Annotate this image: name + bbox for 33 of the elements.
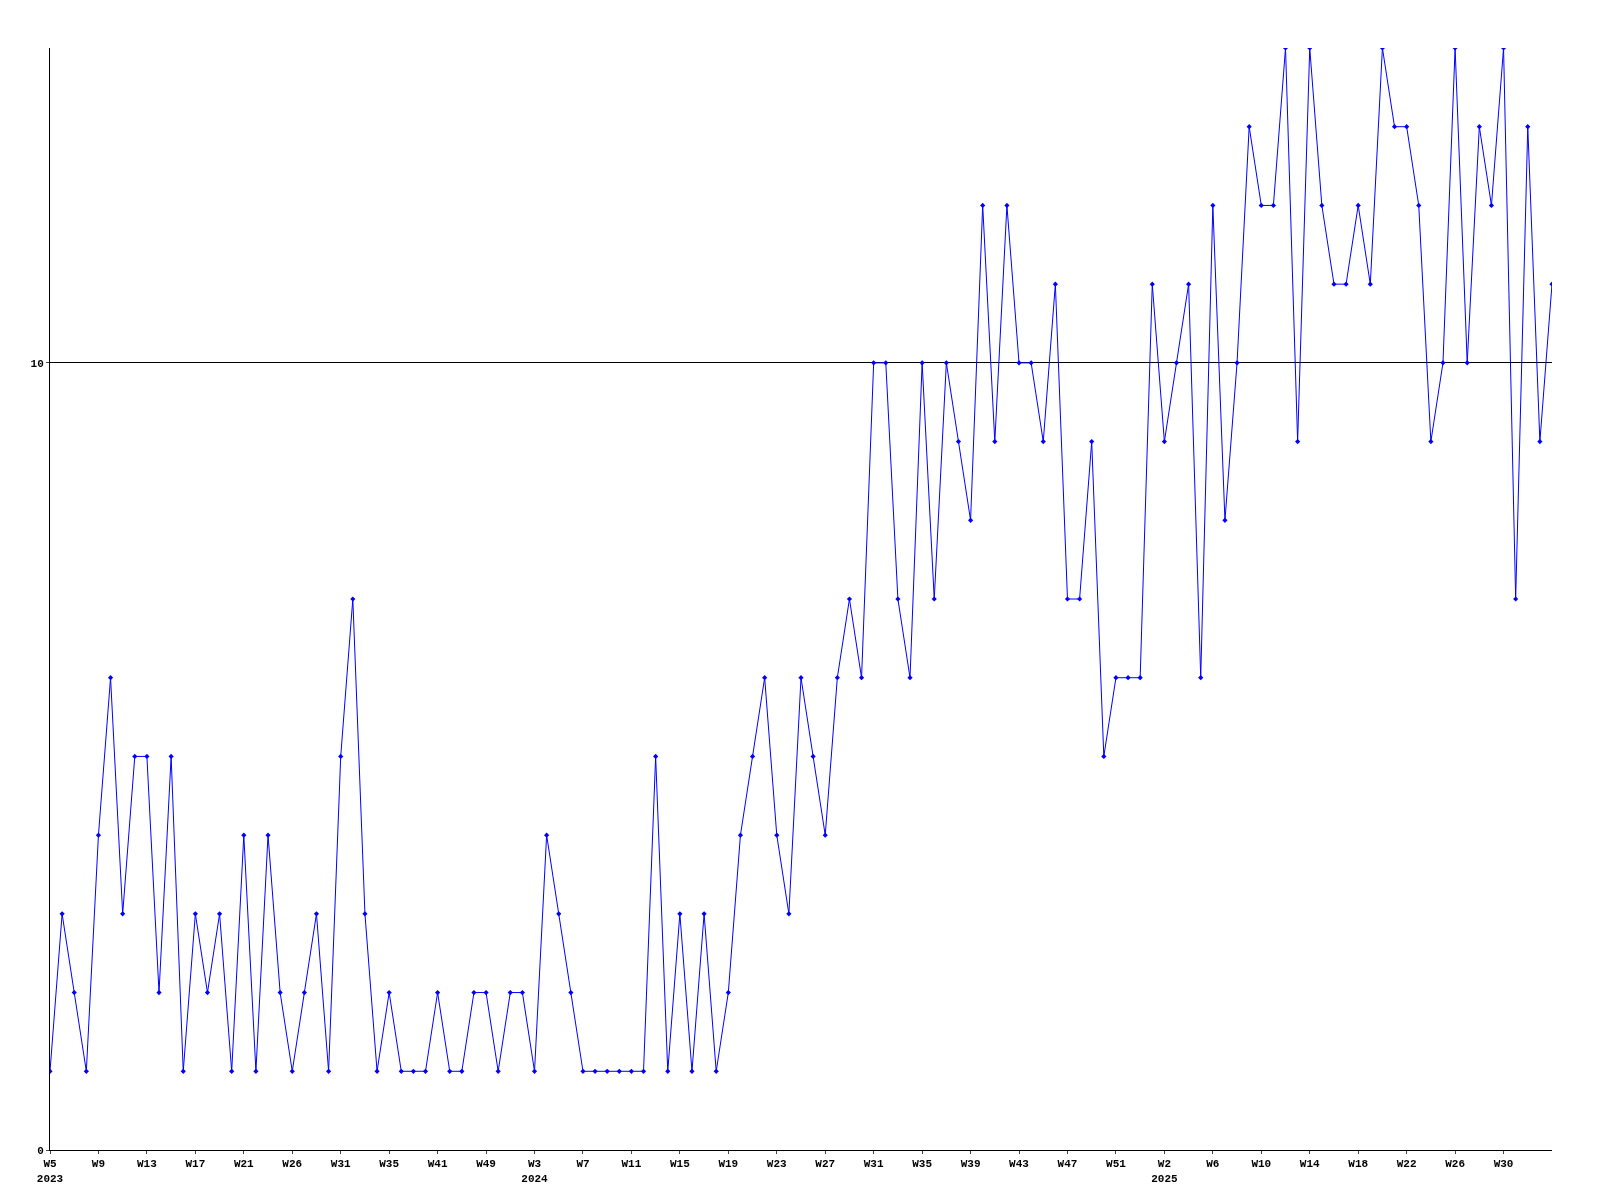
x-tick-label: W2 2025 [1151,1158,1178,1185]
x-tick-label: W35 [912,1158,933,1171]
x-tick-label: W21 [233,1158,255,1171]
y-tick-label: 0 [37,1144,44,1157]
x-tick-label: W27 [815,1158,836,1171]
y-tick-label: 10 [30,357,44,370]
x-tick-label: W13 [136,1158,158,1171]
x-tick-label: W41 [427,1158,448,1171]
x-tick-label: W23 [766,1158,788,1171]
x-tick-label: W11 [621,1158,642,1171]
x-tick-label: W7 [576,1158,590,1171]
x-tick-label: W9 [91,1158,106,1171]
x-tick-label: W51 [1106,1158,1127,1171]
x-tick-label: W39 [960,1158,981,1171]
x-tick-label: W31 [330,1158,352,1171]
x-tick-label: W22 [1396,1158,1417,1171]
x-tick-label: W5 2023 [36,1158,64,1185]
x-tick-label: W35 [379,1158,400,1171]
x-tick-label: W31 [863,1158,884,1171]
x-tick-label: W47 [1057,1158,1078,1171]
x-tick-label: W6 [1206,1158,1220,1171]
x-tick-label: W14 [1299,1158,1321,1171]
x-tick-label: W49 [476,1158,496,1171]
x-tick-label: W30 [1493,1158,1514,1171]
x-tick-label: W3 2024 [521,1158,549,1185]
x-tick-label: W26 [1445,1158,1466,1171]
x-tick-label: W26 [282,1158,303,1171]
x-tick-label: W19 [718,1158,739,1171]
x-tick-label: W17 [185,1158,206,1171]
x-tick-label: W15 [669,1158,691,1171]
x-tick-label: W43 [1009,1158,1030,1171]
x-tick-label: W18 [1348,1158,1369,1171]
x-tick-label: W10 [1251,1158,1272,1171]
